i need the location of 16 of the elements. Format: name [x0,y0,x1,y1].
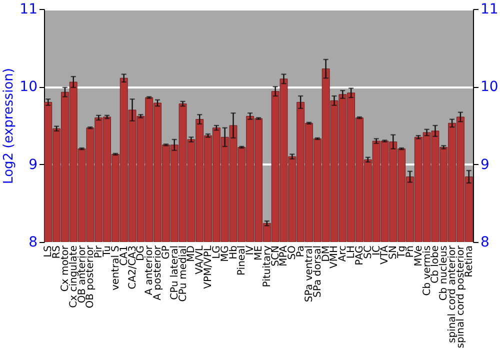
y-tick-label: 9 [28,156,38,173]
x-tick-label: MVe [413,246,424,266]
y2-tick-label: 9 [480,156,490,173]
x-tick-label: ME [254,246,264,260]
y2-tick-label: 10 [480,79,498,96]
y2-tick-label: 11 [480,2,498,18]
x-tick-label: Retina [464,246,475,278]
x-tick-label: OB posterior [85,244,96,308]
y2-tick-label: 8 [480,234,490,250]
y-tick-label: 8 [28,234,38,250]
x-tick-label: Pituitary [262,245,273,288]
y-tick-label: 10 [20,79,38,96]
x-tick-label: spinal cord posterior [455,244,466,348]
y-axis-title: Log2 (expression) [2,68,17,184]
x-tick-label: Tg [396,246,408,259]
y-tick-label: 11 [20,2,38,18]
